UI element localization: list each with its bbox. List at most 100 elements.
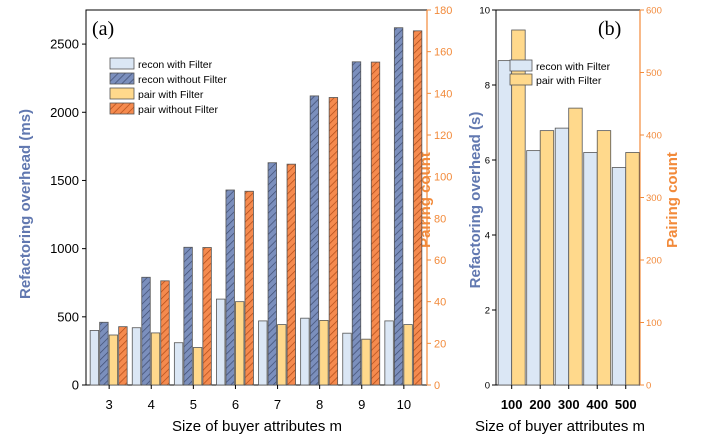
panel-a-xtick-label: 4 [148, 397, 155, 412]
panel-a-ytick-right-label: 40 [434, 297, 446, 309]
panel-b-ytick-right-label: 600 [646, 6, 662, 17]
bar-a-recon-with-filter-10 [384, 320, 394, 386]
legend-b-label: pair with Filter [536, 75, 602, 87]
bar-b-pair-with-filter-400 [596, 130, 612, 386]
bar-a-pair-with-filter-5 [192, 347, 203, 386]
legend-b-label: recon with Filter [536, 61, 611, 73]
bar-a-recon-without-filter-8 [309, 95, 320, 386]
legend-a-label: recon with Filter [138, 59, 213, 71]
panel-b-xtick-label: 500 [615, 397, 637, 412]
panel-b-xlabel: Size of buyer attributes m [475, 418, 645, 435]
bar-a-recon-with-filter-9 [342, 332, 352, 386]
panel-a-legend: recon with Filter recon without Filter pai… [109, 57, 227, 116]
panel-b-ytick-right-label: 300 [646, 193, 662, 204]
bar-b-pair-with-filter-200 [539, 130, 555, 386]
panel-a-plot: 3 4 5 6 7 8 9 100500100015002000250002040608010… [50, 5, 452, 412]
panel-a-xtick-label: 10 [397, 397, 411, 412]
panel-b-xtick-label: 100 [501, 397, 523, 412]
panel-a-ytick-right-label: 120 [434, 130, 452, 142]
bar-a-recon-with-filter-3 [89, 330, 100, 386]
bar-a-recon-without-filter-7 [267, 162, 277, 386]
panel-b-ytick-right-label: 0 [646, 381, 651, 392]
legend-a-swatch [109, 102, 135, 115]
bar-a-pair-with-filter-3 [108, 334, 119, 386]
bar-b-recon-with-filter-200 [526, 150, 541, 386]
bar-a-pair-without-filter-6 [244, 190, 254, 386]
panel-a-ytick-left-label: 2000 [50, 105, 79, 120]
bar-a-pair-without-filter-9 [370, 61, 381, 386]
bar-a-recon-with-filter-4 [131, 327, 142, 386]
panel-a-xtick-label: 8 [316, 397, 323, 412]
panel-b-plot: 100 200 300 400 5000246810010020030040050060… [479, 6, 661, 413]
panel-a-xtick-label: 3 [106, 397, 113, 412]
panel-a-ytick-right-label: 180 [434, 5, 452, 17]
bar-a-recon-with-filter-5 [173, 342, 184, 386]
panel-a-ylabel-left: Refactoring overhead (ms) [17, 109, 34, 299]
bar-b-pair-with-filter-100 [511, 29, 526, 386]
panel-b-xtick-label: 400 [586, 397, 608, 412]
bar-b-pair-with-filter-300 [568, 107, 583, 386]
panel-b-ytick-left-label: 8 [485, 81, 490, 92]
panel-b-ylabel-right: Pairing count [664, 152, 681, 248]
panel-b-ytick-left-label: 4 [485, 231, 490, 242]
bar-a-pair-without-filter-10 [412, 30, 423, 386]
panel-a-xlabel: Size of buyer attributes m [172, 418, 342, 435]
bar-a-recon-without-filter-4 [141, 276, 151, 386]
bar-a-pair-with-filter-9 [361, 338, 371, 386]
panel-a-ytick-left-label: 2500 [50, 37, 79, 52]
legend-b-swatch [509, 73, 533, 86]
panel-a-xtick-label: 7 [274, 397, 281, 412]
legend-a-label: pair with Filter [138, 89, 204, 101]
bar-a-pair-without-filter-5 [202, 247, 212, 386]
bar-a-pair-with-filter-10 [403, 324, 413, 386]
bar-b-recon-with-filter-500 [611, 167, 627, 386]
bar-a-pair-without-filter-3 [118, 326, 128, 386]
panel-a-xtick-label: 9 [358, 397, 365, 412]
bar-a-recon-with-filter-8 [300, 317, 310, 386]
legend-b-swatch [509, 59, 533, 72]
panel-b-ylabel-left: Refactoring overhead (s) [467, 112, 484, 289]
panel-a-ytick-left-label: 1500 [50, 173, 79, 188]
bar-b-pair-with-filter-500 [625, 152, 640, 386]
bar-a-pair-with-filter-8 [319, 320, 329, 386]
panel-a-xtick-label: 6 [232, 397, 239, 412]
panel-a-label: (a) [92, 18, 114, 40]
bar-a-pair-with-filter-4 [150, 332, 161, 386]
bar-b-recon-with-filter-400 [583, 152, 598, 386]
panel-a-xtick-label: 5 [190, 397, 197, 412]
bar-a-recon-without-filter-5 [183, 246, 193, 386]
bar-a-recon-without-filter-9 [351, 61, 362, 386]
panel-b: (b) Size of buyer attributes m Refactori… [467, 18, 681, 435]
panel-b-ytick-right-label: 500 [646, 68, 662, 79]
panel-a-ytick-right-label: 20 [434, 338, 446, 350]
panel-b-ytick-right-label: 200 [646, 256, 662, 267]
panel-b-xtick-label: 200 [529, 397, 551, 412]
bar-a-recon-with-filter-6 [216, 298, 226, 386]
panel-b-ytick-left-label: 10 [479, 6, 490, 17]
panel-a-ytick-left-label: 500 [57, 309, 79, 324]
panel-b-ytick-right-label: 400 [646, 131, 662, 142]
panel-a-ytick-left-label: 0 [72, 378, 79, 393]
bar-a-recon-without-filter-10 [393, 27, 404, 386]
bar-b-recon-with-filter-100 [497, 60, 513, 386]
panel-a-ytick-left-label: 1000 [50, 241, 79, 256]
legend-a-label: recon without Filter [138, 74, 227, 86]
panel-b-ytick-left-label: 6 [485, 156, 490, 167]
legend-a-swatch [109, 87, 135, 100]
panel-a-ytick-right-label: 60 [434, 255, 446, 267]
bar-b-recon-with-filter-300 [554, 127, 570, 386]
bar-a-pair-with-filter-7 [277, 324, 287, 386]
bar-a-pair-with-filter-6 [235, 301, 245, 386]
panel-b-ytick-left-label: 0 [485, 381, 490, 392]
panel-a-ytick-right-label: 160 [434, 47, 452, 59]
panel-b-ytick-left-label: 2 [485, 306, 490, 317]
panel-a-ytick-right-label: 100 [434, 172, 452, 184]
legend-a-swatch [109, 57, 135, 70]
legend-a-swatch [109, 72, 135, 85]
bar-a-pair-without-filter-4 [160, 280, 170, 386]
panel-b-label: (b) [598, 18, 621, 40]
bar-a-recon-without-filter-3 [99, 321, 109, 386]
panel-b-legend: recon with Filter pair with Filter [509, 59, 611, 87]
bar-a-pair-without-filter-7 [286, 163, 296, 386]
